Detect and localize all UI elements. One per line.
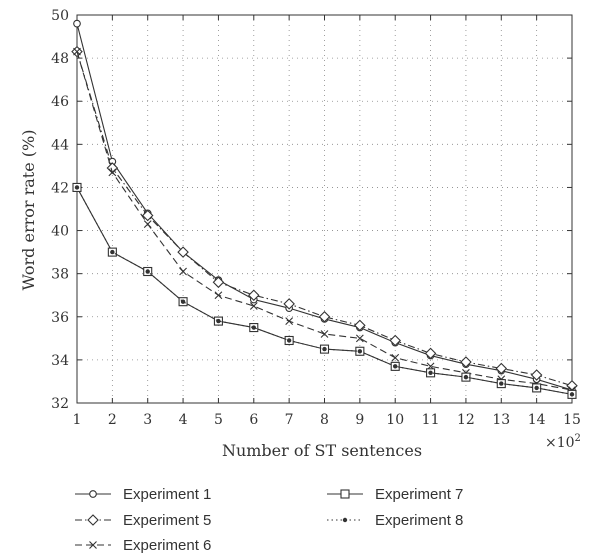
data-point	[463, 374, 469, 380]
data-point	[424, 347, 437, 360]
data-point	[110, 249, 115, 255]
series-2	[71, 45, 578, 392]
x-tick-label: 6	[249, 412, 258, 428]
data-point	[355, 334, 364, 343]
y-tick-label: 42	[51, 180, 69, 196]
x-tick-label: 12	[457, 412, 475, 428]
data-point	[393, 364, 398, 369]
data-point	[499, 381, 504, 386]
legend-label: Experiment 5	[123, 512, 211, 529]
data-point	[286, 338, 292, 343]
data-point	[248, 289, 260, 301]
data-point	[108, 168, 117, 177]
legend-item: Experiment 1	[75, 486, 211, 503]
data-point	[534, 385, 539, 391]
data-point	[320, 330, 329, 338]
legend-label: Experiment 6	[123, 537, 211, 554]
legend-marker	[340, 489, 350, 499]
y-tick-label: 38	[51, 267, 69, 283]
x-axis-title: Number of ST sentences	[222, 441, 422, 460]
data-point	[177, 246, 189, 258]
legend-label: Experiment 8	[375, 512, 463, 529]
data-point	[212, 276, 225, 289]
data-point	[73, 47, 81, 56]
x-tick-label: 15	[563, 412, 581, 428]
legend-marker	[89, 541, 97, 549]
data-point	[249, 302, 258, 310]
tick-labels: 1 2 3 4 5 6 7 8 9 10 11 12 13 14 153234363840424446485…	[51, 8, 581, 428]
data-point	[180, 299, 186, 304]
legend-item: Experiment 5	[75, 512, 211, 529]
data-point	[460, 356, 472, 368]
axes	[76, 14, 573, 404]
x-multiplier-exponent: 2	[575, 433, 581, 444]
series-line	[76, 51, 573, 391]
legend-item: Experiment 7	[327, 486, 463, 503]
series-1	[73, 19, 576, 394]
y-tick-label: 44	[51, 137, 69, 153]
data-point	[530, 369, 543, 381]
x-tick-label: 3	[143, 412, 152, 428]
data-point	[143, 220, 152, 228]
data-point	[214, 291, 223, 300]
x-multiplier-base: ×10	[545, 435, 575, 451]
legend-item: Experiment 8	[327, 512, 463, 529]
data-point	[354, 319, 366, 332]
data-point	[283, 298, 295, 310]
data-point	[428, 370, 433, 376]
y-tick-label: 36	[51, 310, 69, 326]
legend-item: Experiment 6	[75, 537, 211, 554]
x-tick-label: 11	[422, 412, 440, 428]
data-point	[179, 267, 187, 276]
data-point	[285, 317, 294, 325]
data-point	[251, 325, 256, 330]
y-tick-label: 32	[51, 396, 69, 412]
data-point	[495, 362, 508, 375]
x-tick-label: 14	[528, 412, 546, 428]
data-point	[357, 349, 363, 354]
x-tick-label: 7	[285, 412, 294, 428]
legend-label: Experiment 1	[123, 486, 211, 503]
y-tick-label: 40	[51, 224, 69, 240]
x-tick-label: 10	[386, 412, 404, 428]
data-point	[216, 318, 221, 324]
legend-label: Experiment 7	[375, 486, 463, 503]
data-point	[389, 334, 401, 347]
x-tick-label: 5	[214, 412, 223, 428]
legend-marker	[89, 490, 97, 498]
series-5	[74, 185, 575, 397]
data-point	[391, 353, 400, 362]
legend-marker	[342, 517, 348, 523]
data-point	[322, 346, 327, 352]
x-tick-label: 4	[179, 412, 188, 428]
y-tick-label: 50	[51, 8, 69, 24]
y-tick-label: 46	[51, 94, 69, 110]
x-tick-label: 13	[492, 412, 510, 428]
x-tick-label: 8	[320, 412, 329, 428]
data-point	[569, 392, 575, 397]
legend-marker	[87, 514, 99, 526]
data-point	[141, 209, 154, 222]
data-point	[73, 19, 81, 28]
data-point	[74, 185, 80, 190]
y-axis-title: Word error rate (%)	[19, 130, 38, 291]
x-tick-label: 9	[355, 412, 364, 428]
x-multiplier-label: ×102	[545, 433, 581, 451]
data-point	[145, 269, 150, 274]
y-tick-label: 48	[51, 51, 69, 67]
x-tick-label: 1	[73, 412, 82, 428]
y-tick-label: 34	[51, 353, 69, 369]
series-layer	[71, 19, 578, 399]
x-tick-label: 2	[108, 412, 117, 428]
data-point	[318, 311, 331, 323]
legend: Experiment 1 Experiment 5 Experiment 6 Expe…	[75, 486, 463, 554]
